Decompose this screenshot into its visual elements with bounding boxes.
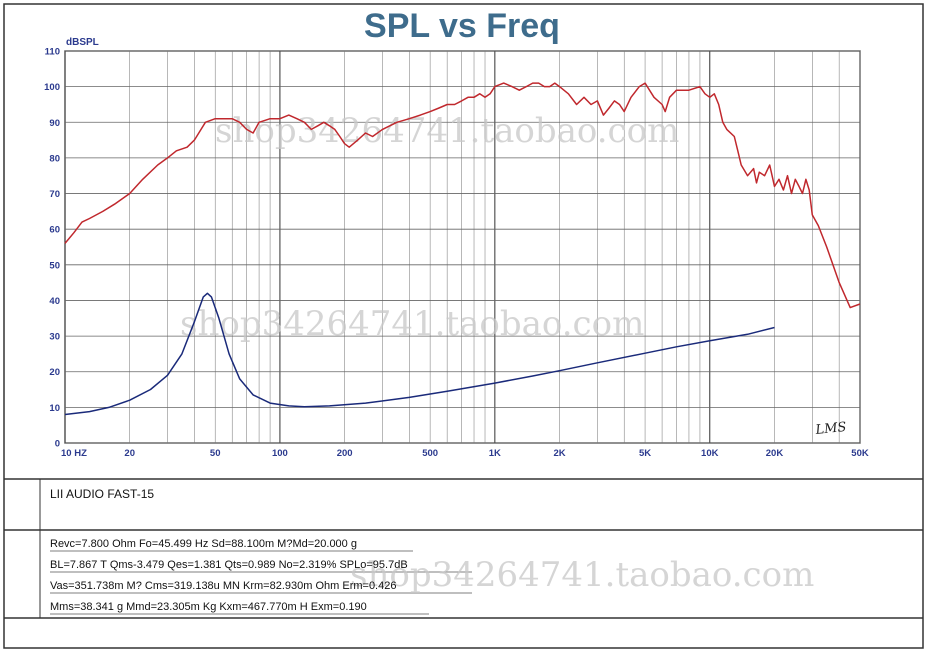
x-tick-label: 1K [489, 448, 501, 459]
model-name: LII AUDIO FAST-15 [50, 487, 155, 501]
x-tick-label: 200 [337, 448, 353, 459]
y-tick-labels: 0 10 20 30 40 50 60 70 80 90 100 110 [44, 47, 60, 450]
grid [64, 50, 861, 444]
param-line-2: BL=7.867 T Qms-3.479 Qes=1.381 Qts=0.989… [50, 559, 408, 571]
y-tick-label: 20 [49, 367, 60, 378]
y-tick-label: 80 [49, 153, 60, 164]
x-tick-label: 500 [422, 448, 438, 459]
x-tick-label: 10K [701, 448, 719, 459]
y-tick-label: 110 [45, 47, 60, 58]
param-line-3: Vas=351.738m M? Cms=319.138u MN Krm=82.9… [50, 580, 397, 592]
x-tick-label: 2K [553, 448, 565, 459]
series-spl-line [64, 82, 861, 309]
y-tick-label: 90 [49, 118, 60, 129]
plot-area [64, 50, 861, 444]
watermarks: shop34264741.taobao.com shop34264741.taob… [180, 111, 814, 595]
watermark-text: shop34264741.taobao.com [215, 111, 679, 151]
x-tick-label: 50K [851, 448, 869, 459]
watermark-text: shop34264741.taobao.com [180, 304, 644, 344]
series-impedance-line [64, 292, 775, 416]
y-tick-label: 0 [55, 439, 60, 450]
y-tick-label: 30 [49, 332, 60, 343]
x-tick-label: 100 [272, 448, 288, 459]
y-tick-label: 70 [49, 189, 60, 200]
x-tick-label: 10 HZ [61, 448, 87, 459]
y-tick-label: 100 [44, 82, 60, 93]
y-tick-label: 40 [49, 296, 60, 307]
outer-border [3, 3, 924, 649]
x-tick-label: 20K [766, 448, 784, 459]
signature: LMS [814, 420, 847, 438]
x-tick-label: 50 [210, 448, 221, 459]
y-tick-label: 60 [49, 225, 60, 236]
x-tick-label: 20 [124, 448, 135, 459]
x-tick-label: 5K [639, 448, 651, 459]
series-layer [64, 82, 861, 416]
y-tick-label: 10 [49, 403, 60, 414]
watermark-text: shop34264741.taobao.com [350, 555, 814, 595]
y-axis-unit-label: dBSPL [66, 37, 99, 48]
y-tick-label: 50 [49, 260, 60, 271]
param-line-4: Mms=38.341 g Mmd=23.305m Kg Kxm=467.770m… [50, 601, 367, 613]
chart-title: SPL vs Freq [364, 7, 560, 45]
param-line-1: Revc=7.800 Ohm Fo=45.499 Hz Sd=88.100m M… [50, 538, 357, 550]
x-tick-labels: 10 HZ 20 50 100 200 500 1K 2K 5K 10K 20K 50K [61, 448, 869, 459]
